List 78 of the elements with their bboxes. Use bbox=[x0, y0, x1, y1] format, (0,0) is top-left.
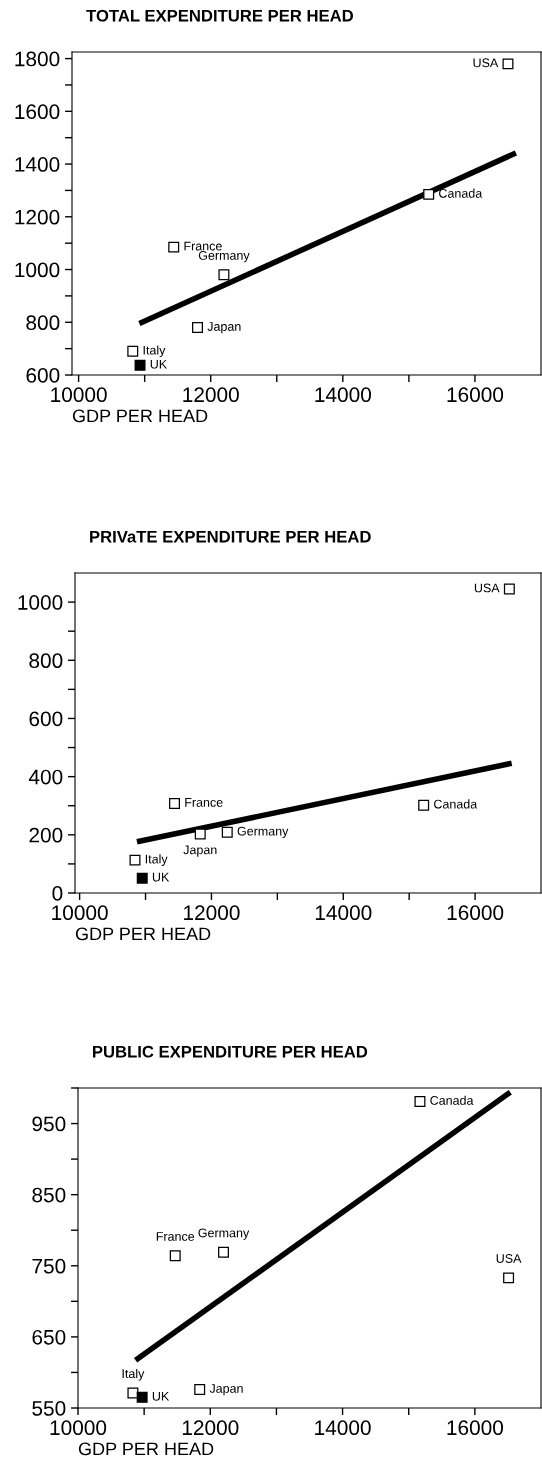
y-tick-label: 650 bbox=[32, 1329, 66, 1345]
series-label: Germany bbox=[237, 826, 289, 839]
x-tick-label: 16000 bbox=[447, 905, 504, 921]
y-tick-label: 800 bbox=[29, 653, 63, 669]
point bbox=[503, 1272, 515, 1284]
point bbox=[502, 58, 514, 70]
series-label: Canada bbox=[434, 799, 478, 809]
x-tick-label: 10000 bbox=[50, 1420, 107, 1436]
point bbox=[218, 269, 230, 281]
point bbox=[168, 241, 180, 253]
y-tick-label: 600 bbox=[26, 368, 60, 383]
x-tick-label: 10000 bbox=[52, 905, 108, 921]
chart-title: TOTAL EXPENDITURE PER HEAD bbox=[86, 9, 354, 22]
point bbox=[127, 345, 139, 357]
point bbox=[136, 1391, 148, 1403]
series-label: USA bbox=[496, 1254, 522, 1263]
y-tick-label: 1000 bbox=[18, 595, 63, 610]
y-tick-label: 750 bbox=[32, 1258, 66, 1274]
point bbox=[503, 583, 515, 595]
x-tick-label: 16000 bbox=[447, 387, 504, 403]
point bbox=[192, 322, 203, 334]
point bbox=[423, 188, 435, 200]
x-axis-title: GDP PER HEAD bbox=[78, 1442, 214, 1456]
y-tick-label: 400 bbox=[28, 769, 63, 785]
series-label: Italy bbox=[145, 854, 168, 866]
x-tick-label: 12000 bbox=[183, 387, 239, 403]
series-label: Canada bbox=[439, 188, 483, 198]
y-tick-label: 600 bbox=[29, 711, 63, 727]
series-label: USA bbox=[474, 583, 500, 593]
y-tick-label: 0 bbox=[52, 886, 63, 901]
series-label: Germany bbox=[198, 1228, 250, 1240]
chart-title: PUBLIC EXPENDITURE PER HEAD bbox=[93, 1045, 368, 1058]
point bbox=[218, 1246, 229, 1258]
x-tick-label: 12000 bbox=[182, 1420, 239, 1436]
point bbox=[414, 1096, 426, 1107]
x-axis-title: GDP PER HEAD bbox=[72, 409, 208, 423]
series-label: Canada bbox=[430, 1095, 474, 1105]
series-label: Japan bbox=[209, 1384, 243, 1396]
y-tick-label: 550 bbox=[32, 1401, 66, 1416]
point bbox=[169, 797, 181, 809]
y-tick-label: 950 bbox=[32, 1116, 66, 1132]
y-tick-label: 1800 bbox=[15, 51, 60, 67]
point bbox=[194, 1384, 206, 1395]
series-label: Italy bbox=[122, 1368, 145, 1381]
x-tick-label: 12000 bbox=[184, 905, 240, 921]
x-axis-title: GDP PER HEAD bbox=[75, 927, 211, 941]
point bbox=[136, 872, 148, 884]
point bbox=[221, 826, 233, 838]
series-label: France bbox=[185, 798, 223, 807]
point bbox=[418, 799, 430, 811]
series-label: Italy bbox=[143, 345, 166, 358]
x-tick-label: 14000 bbox=[315, 387, 371, 403]
series-label: USA bbox=[473, 58, 499, 68]
point bbox=[169, 1250, 181, 1262]
y-tick-label: 1000 bbox=[15, 262, 60, 278]
series-label: UK bbox=[152, 1391, 170, 1401]
series-label: France bbox=[156, 1232, 195, 1241]
point bbox=[134, 359, 146, 371]
point bbox=[129, 854, 141, 866]
series-label: UK bbox=[150, 359, 167, 369]
x-tick-label: 16000 bbox=[447, 1420, 504, 1436]
series-label: UK bbox=[152, 872, 170, 882]
x-tick-label: 10000 bbox=[51, 387, 107, 403]
series-label: Germany bbox=[198, 250, 250, 263]
point bbox=[194, 828, 206, 840]
y-tick-label: 850 bbox=[32, 1187, 66, 1203]
y-tick-label: 1600 bbox=[15, 104, 60, 120]
series-label: Japan bbox=[183, 845, 217, 857]
point bbox=[127, 1387, 139, 1399]
y-tick-label: 1400 bbox=[15, 157, 60, 172]
series-label: France bbox=[184, 241, 222, 251]
chart-title: PRIVaTE EXPENDITURE PER HEAD bbox=[90, 530, 371, 543]
y-tick-label: 800 bbox=[26, 315, 60, 331]
x-tick-label: 14000 bbox=[315, 905, 372, 921]
y-tick-label: 1200 bbox=[15, 209, 60, 225]
x-tick-label: 14000 bbox=[315, 1420, 371, 1436]
y-tick-label: 200 bbox=[29, 827, 63, 843]
series-label: Japan bbox=[207, 322, 241, 334]
